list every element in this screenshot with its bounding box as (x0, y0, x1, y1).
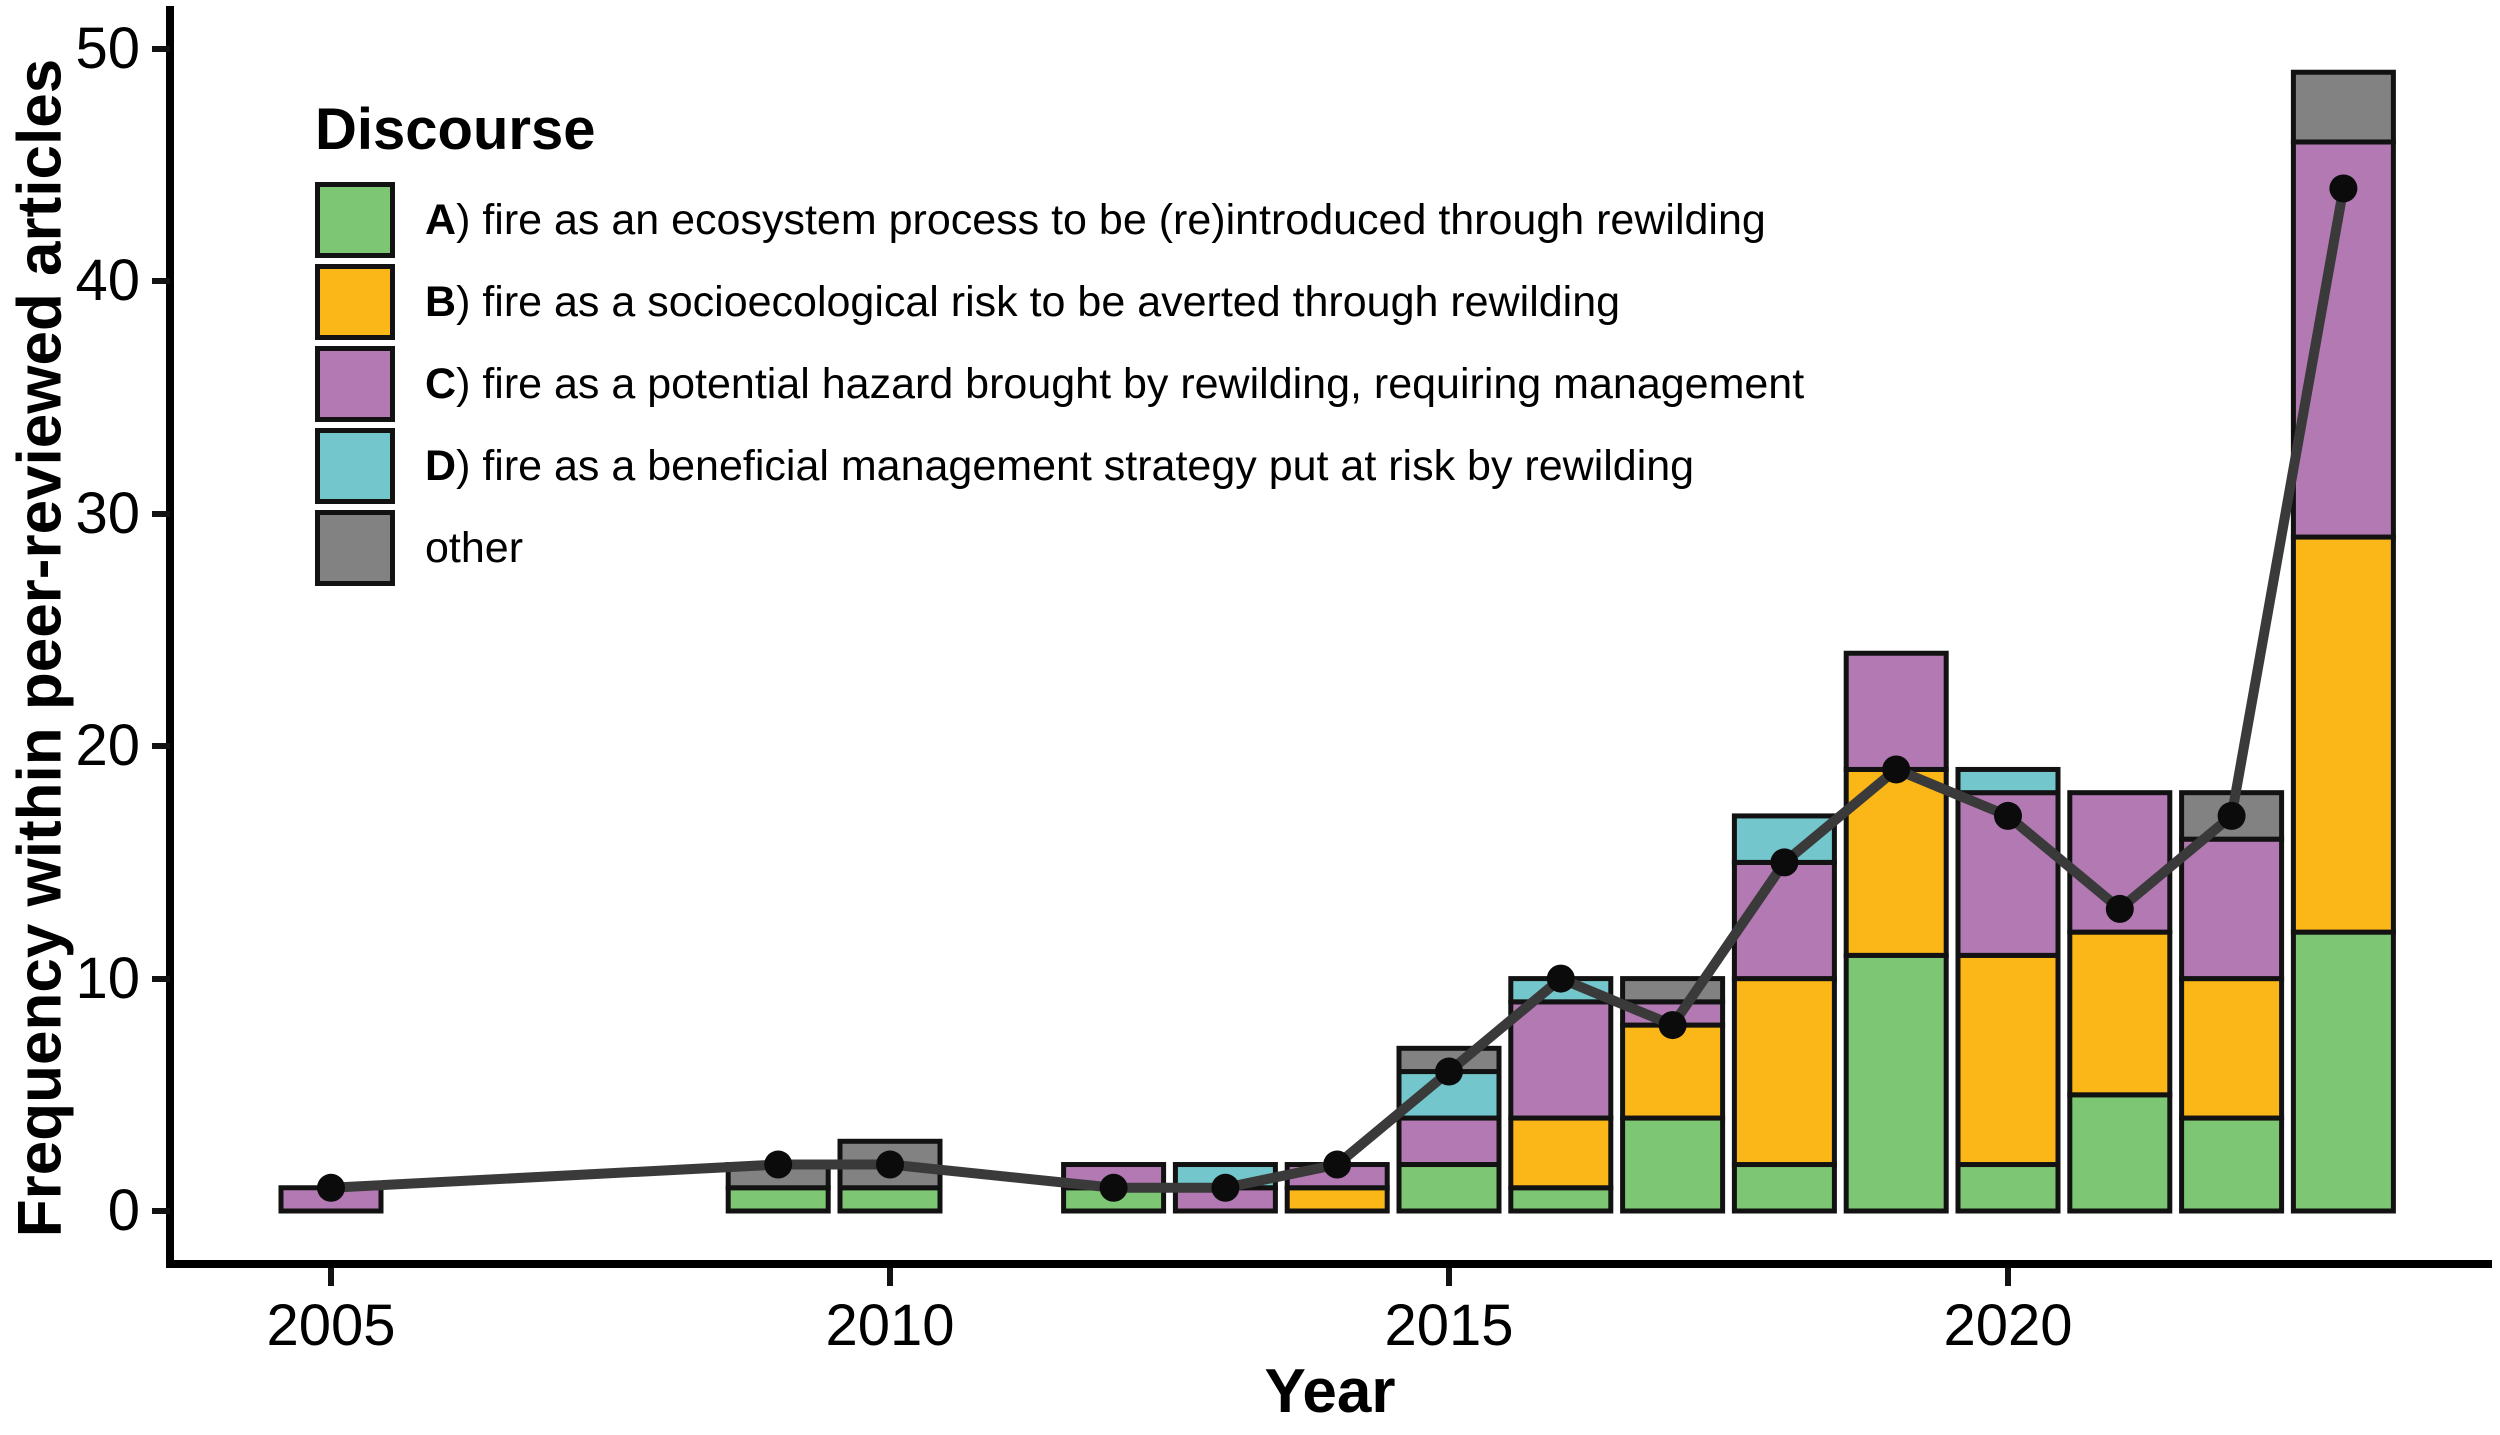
trend-point-2018 (1770, 848, 1799, 877)
y-axis-title: Frequency within peer-reviewed articles (5, 58, 75, 1238)
trend-point-2019 (1882, 755, 1911, 784)
legend-label-text: other (425, 523, 524, 572)
bar-segment-2014-B (1284, 1185, 1390, 1214)
y-tick-10 (152, 975, 170, 982)
legend-label-other: other (425, 510, 523, 586)
bar-segment-2019-C (1843, 650, 1949, 772)
y-tick-30 (152, 510, 170, 517)
legend-label-key: C (425, 359, 457, 408)
legend-label-D: D) fire as a beneficial management strat… (425, 428, 1694, 504)
legend-label-text: ) fire as a beneficial management strate… (456, 441, 1695, 490)
legend-label-key: A (425, 195, 457, 244)
legend-label-key: B (425, 277, 457, 326)
bar-segment-2015-C (1396, 1115, 1502, 1168)
bar-segment-2016-B (1508, 1115, 1614, 1191)
legend-label-text: ) fire as an ecosystem process to be (re… (456, 195, 1766, 244)
legend-label-text: ) fire as a potential hazard brought by … (456, 359, 1805, 408)
x-tick-label-2010: 2010 (825, 1293, 955, 1358)
legend-label-key: D (425, 441, 457, 490)
bar-segment-2018-B (1731, 976, 1837, 1168)
bar-segment-2023-B (2290, 534, 2396, 935)
bar-segment-2017-B (1620, 1022, 1726, 1121)
x-tick-2010 (887, 1268, 893, 1286)
x-axis-line (166, 1260, 2492, 1268)
bar-segment-2020-D (1955, 766, 2061, 796)
y-tick-label-50: 50 (75, 16, 140, 81)
bar-segment-2009-A (725, 1185, 831, 1214)
bar-segment-2016-A (1508, 1185, 1614, 1214)
bar-segment-2021-A (2067, 1092, 2173, 1214)
legend-label-text: ) fire as a socioecological risk to be a… (456, 277, 1621, 326)
bar-segment-2021-B (2067, 929, 2173, 1098)
bar-segment-2022-A (2179, 1115, 2285, 1214)
y-tick-label-40: 40 (75, 248, 140, 314)
y-tick-0 (152, 1208, 170, 1214)
bar-segment-2020-B (1955, 952, 2061, 1168)
y-tick-50 (152, 46, 170, 52)
trend-point-2017 (1658, 1011, 1687, 1040)
bar-segment-2023-other (2290, 69, 2396, 145)
x-tick-label-2015: 2015 (1384, 1293, 1514, 1358)
bar-segment-2023-A (2290, 929, 2396, 1214)
trend-point-2016 (1546, 964, 1575, 993)
bar-segment-2019-A (1843, 952, 1949, 1214)
trend-point-2009 (764, 1150, 793, 1179)
bar-segment-2016-C (1508, 999, 1614, 1121)
bar-segment-2020-A (1955, 1162, 2061, 1214)
trend-point-2022 (2217, 801, 2246, 830)
x-tick-2015 (1446, 1268, 1452, 1286)
y-tick-label-10: 10 (75, 945, 140, 1011)
trend-point-2010 (876, 1150, 904, 1179)
y-tick-label-0: 0 (107, 1178, 140, 1243)
trend-point-2013 (1211, 1173, 1240, 1202)
y-tick-label-30: 30 (75, 480, 140, 546)
bar-segment-2010-A (837, 1185, 943, 1214)
x-axis-title: Year (1264, 1357, 1396, 1426)
x-tick-2005 (328, 1268, 334, 1286)
bar-segment-2022-B (2179, 976, 2285, 1121)
trend-point-2012 (1099, 1173, 1128, 1202)
legend-swatch-C (315, 346, 395, 422)
y-tick-20 (152, 743, 170, 750)
trend-point-2014 (1323, 1150, 1352, 1179)
trend-point-2021 (2105, 894, 2134, 923)
legend-label-B: B) fire as a socioecological risk to be … (425, 264, 1620, 340)
legend-swatch-D (315, 428, 395, 504)
y-tick-label-20: 20 (75, 713, 140, 779)
legend-swatch-B (315, 264, 395, 340)
bar-segment-2015-A (1396, 1162, 1502, 1214)
x-tick-label-2005: 2005 (266, 1293, 396, 1358)
bar-segment-2018-A (1731, 1162, 1837, 1214)
x-tick-label-2020: 2020 (1943, 1293, 2073, 1358)
legend: Discourse A) fire as an ecosystem proces… (315, 96, 1804, 586)
legend-label-C: C) fire as a potential hazard brought by… (425, 346, 1804, 422)
trend-point-2023 (2329, 174, 2358, 203)
trend-point-2005 (317, 1173, 345, 1202)
legend-label-A: A) fire as an ecosystem process to be (r… (425, 182, 1766, 258)
bar-segment-2022-C (2179, 836, 2285, 982)
bar-segment-2017-A (1620, 1115, 1726, 1214)
trend-point-2020 (1994, 801, 2022, 830)
legend-title: Discourse (315, 97, 596, 162)
bar-segment-2023-C (2290, 139, 2396, 540)
legend-swatch-other (315, 510, 395, 586)
legend-swatch-A (315, 182, 395, 258)
y-tick-40 (152, 278, 170, 285)
x-tick-2020 (2005, 1268, 2011, 1286)
y-axis-line (166, 6, 174, 1268)
trend-point-2015 (1435, 1057, 1463, 1086)
